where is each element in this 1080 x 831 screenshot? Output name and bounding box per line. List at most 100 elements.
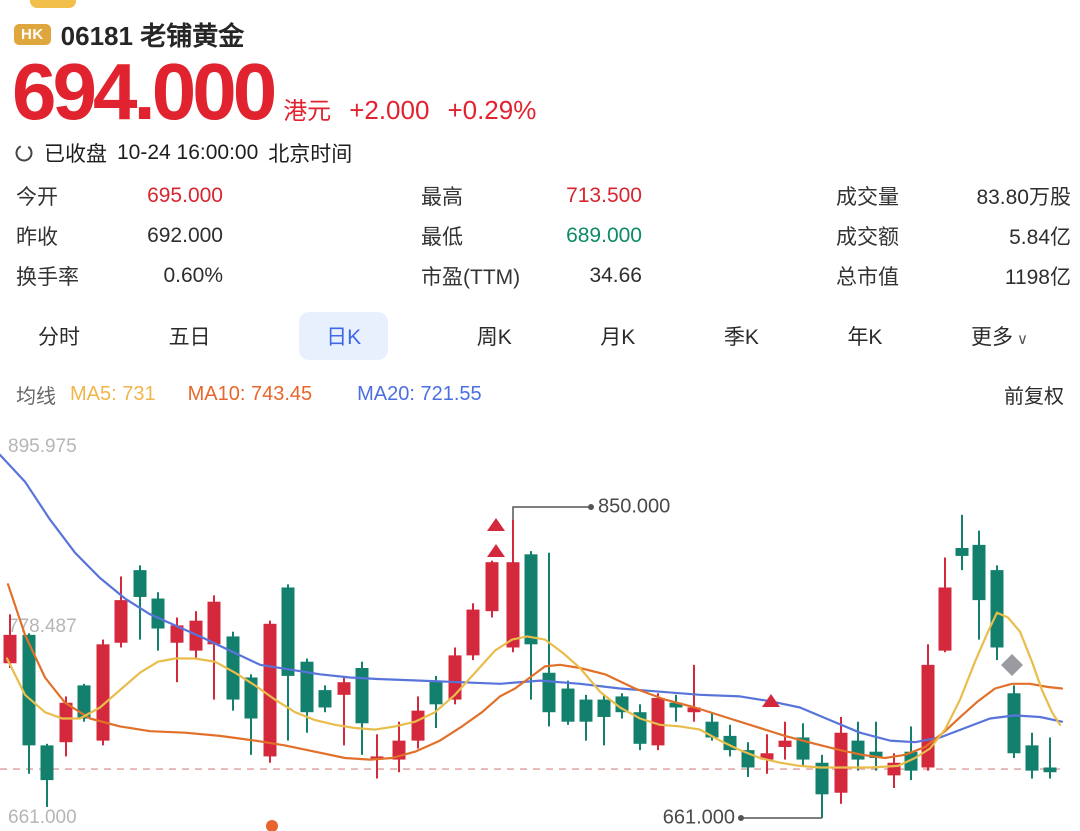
candle[interactable] bbox=[59, 696, 73, 757]
candle[interactable] bbox=[263, 620, 277, 763]
chart-area: 895.975 778.487 661.000 850.000 661.000 bbox=[0, 420, 1080, 831]
candle[interactable] bbox=[796, 723, 810, 766]
candle[interactable] bbox=[887, 753, 901, 789]
candle[interactable] bbox=[1007, 685, 1021, 759]
candle[interactable] bbox=[955, 514, 969, 571]
candle[interactable] bbox=[355, 661, 369, 755]
quote-value: 1198亿 bbox=[1004, 266, 1071, 289]
candle[interactable] bbox=[633, 704, 647, 751]
candle[interactable] bbox=[392, 721, 406, 773]
status-row: 已收盘 10-24 16:00:00 北京时间 bbox=[14, 138, 352, 168]
candle[interactable] bbox=[972, 530, 986, 640]
candle[interactable] bbox=[938, 557, 952, 653]
candle[interactable] bbox=[1043, 737, 1057, 779]
quote-time: 10-24 16:00:00 bbox=[117, 141, 259, 164]
high-annotation-dot bbox=[588, 504, 594, 510]
candle[interactable] bbox=[337, 675, 351, 746]
ma-group-label: 均线 bbox=[16, 385, 56, 408]
quote-row: 市盈(TTM) 34.66 bbox=[421, 256, 642, 296]
quote-value: 34.66 bbox=[589, 264, 642, 287]
tab-quarterly-k[interactable]: 季K bbox=[723, 326, 759, 349]
candle[interactable] bbox=[133, 565, 147, 640]
candle[interactable] bbox=[651, 693, 665, 751]
y-axis-label: 661.000 bbox=[8, 807, 77, 828]
price-change-percent: +0.29% bbox=[447, 95, 537, 125]
quote-column-3: 成交量 83.80万股 成交额 5.84亿 总市值 1198亿 bbox=[836, 176, 1071, 296]
candle[interactable] bbox=[3, 614, 17, 669]
quote-value: 83.80万股 bbox=[976, 186, 1071, 209]
ma10-legend: MA10: 743.45 bbox=[187, 382, 313, 405]
ma-legend-bar: 均线 MA5: 731 MA10: 743.45 MA20: 721.55 前复… bbox=[16, 374, 1064, 414]
candle[interactable] bbox=[170, 617, 184, 683]
candle[interactable] bbox=[429, 675, 443, 729]
candle[interactable] bbox=[834, 716, 848, 804]
candle[interactable] bbox=[723, 724, 737, 757]
candle[interactable] bbox=[741, 742, 755, 777]
high-annotation-line bbox=[512, 506, 591, 520]
candle[interactable] bbox=[869, 721, 883, 771]
up-triangle-marker bbox=[487, 518, 505, 531]
candle[interactable] bbox=[114, 576, 128, 648]
market-badge: HK bbox=[14, 24, 51, 45]
quote-row: 最高 713.500 bbox=[421, 176, 642, 216]
candle[interactable] bbox=[281, 584, 295, 741]
candle[interactable] bbox=[524, 551, 538, 700]
quote-value: 5.84亿 bbox=[1009, 226, 1071, 249]
ma10-line bbox=[6, 583, 1064, 761]
tab-minute[interactable]: 分时 bbox=[38, 326, 80, 349]
cutoff-badge bbox=[30, 0, 76, 8]
timezone-label: 北京时间 bbox=[268, 143, 353, 166]
tab-weekly-k[interactable]: 周K bbox=[476, 326, 512, 349]
refresh-icon[interactable] bbox=[14, 143, 34, 163]
tab-yearly-k[interactable]: 年K bbox=[847, 326, 883, 349]
candle[interactable] bbox=[615, 693, 629, 719]
quote-label: 今开 bbox=[16, 186, 58, 209]
price-change: +2.000 bbox=[349, 95, 430, 125]
up-triangle-marker bbox=[487, 544, 505, 557]
candle[interactable] bbox=[760, 734, 774, 774]
candle[interactable] bbox=[579, 694, 593, 741]
candle[interactable] bbox=[370, 734, 384, 779]
quote-row: 总市值 1198亿 bbox=[836, 256, 1071, 296]
up-triangle-marker bbox=[762, 694, 780, 707]
candle[interactable] bbox=[22, 633, 36, 774]
price-row: 694.000 港元 +2.000 +0.29% bbox=[12, 52, 536, 132]
stock-title: 06181 老铺黄金 bbox=[60, 21, 245, 51]
candle[interactable] bbox=[1025, 732, 1039, 779]
title-row: HK 06181 老铺黄金 bbox=[14, 16, 244, 53]
diamond-marker bbox=[1001, 654, 1023, 676]
quote-column-2: 最高 713.500 最低 689.000 市盈(TTM) 34.66 bbox=[421, 176, 642, 296]
candle[interactable] bbox=[244, 674, 258, 755]
ma20-legend: MA20: 721.55 bbox=[357, 382, 482, 405]
tab-monthly-k[interactable]: 月K bbox=[600, 326, 636, 349]
tab-more[interactable]: 更多 ∨ bbox=[971, 326, 1028, 349]
quote-label: 昨收 bbox=[16, 226, 58, 249]
ma5-line bbox=[5, 611, 1062, 769]
period-tabs: 分时 五日 日K 周K 月K 季K 年K 更多 ∨ bbox=[38, 310, 1028, 362]
candle[interactable] bbox=[597, 694, 611, 746]
candle[interactable] bbox=[300, 658, 314, 733]
low-annotation-label: 661.000 bbox=[663, 806, 735, 828]
candle[interactable] bbox=[318, 685, 332, 713]
quote-label: 市盈(TTM) bbox=[421, 266, 521, 289]
candle[interactable] bbox=[151, 592, 165, 651]
quote-column-1: 今开 695.000 昨收 692.000 换手率 0.60% bbox=[16, 176, 223, 296]
candlestick-chart[interactable]: 895.975 778.487 661.000 850.000 661.000 bbox=[0, 420, 1080, 831]
quote-label: 最高 bbox=[421, 186, 463, 209]
candle[interactable] bbox=[207, 595, 221, 700]
candle[interactable] bbox=[815, 754, 829, 819]
candle[interactable] bbox=[778, 721, 792, 760]
candle[interactable] bbox=[669, 694, 683, 722]
adjust-mode-selector[interactable]: 前复权 bbox=[1004, 385, 1064, 408]
quote-label: 成交量 bbox=[836, 186, 899, 209]
candle[interactable] bbox=[466, 603, 480, 661]
candle[interactable] bbox=[96, 639, 110, 746]
candle[interactable] bbox=[506, 519, 520, 653]
tab-five-day[interactable]: 五日 bbox=[168, 326, 211, 349]
candle[interactable] bbox=[40, 743, 54, 807]
tab-daily-k[interactable]: 日K bbox=[299, 312, 389, 360]
quote-row: 最低 689.000 bbox=[421, 216, 642, 256]
candle[interactable] bbox=[561, 680, 575, 725]
candle[interactable] bbox=[485, 560, 499, 618]
quote-row: 昨收 692.000 bbox=[16, 216, 223, 256]
